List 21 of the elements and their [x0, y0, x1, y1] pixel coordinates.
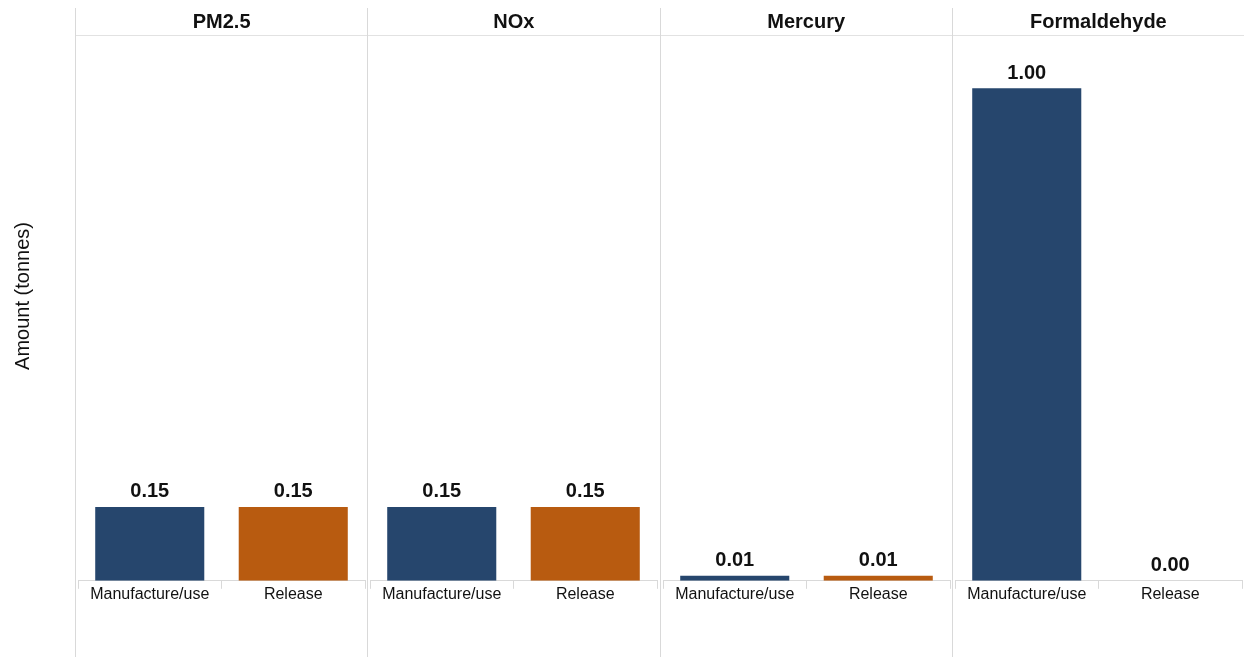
- data-label: 0.00: [1150, 553, 1190, 576]
- chart-title: Mercury: [660, 8, 952, 36]
- chart-title: NOx: [368, 8, 660, 36]
- data-label: 0.01: [714, 548, 754, 571]
- x-tick-label: Manufacture/use: [966, 584, 1087, 602]
- data-label: 0.15: [273, 479, 313, 502]
- data-label: 1.00: [1007, 60, 1046, 83]
- x-tick-label: Release: [263, 584, 323, 602]
- chart-title: Formaldehyde: [952, 8, 1244, 36]
- data-label: 0.15: [422, 479, 462, 502]
- x-tick-label: Manufacture/use: [674, 584, 794, 602]
- x-tick-label: Manufacture/use: [382, 584, 502, 602]
- data-label: 0.15: [130, 479, 170, 502]
- y-axis-title: Amount (tonnes): [10, 222, 34, 370]
- x-tick-label: Release: [556, 584, 615, 602]
- data-label: 0.01: [858, 548, 898, 571]
- x-tick-label: Manufacture/use: [90, 584, 210, 602]
- x-tick-label: Release: [848, 584, 908, 602]
- chart-title: PM2.5: [76, 8, 368, 36]
- x-tick-label: Release: [1140, 584, 1200, 602]
- data-label: 0.15: [566, 479, 605, 502]
